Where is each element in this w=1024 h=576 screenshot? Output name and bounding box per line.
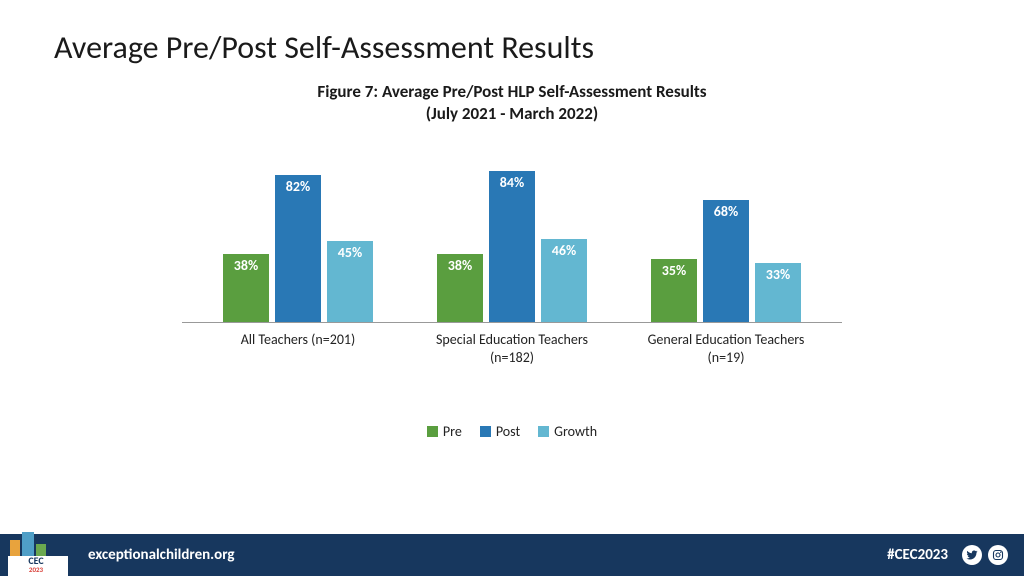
bar-group: 35% 68% 33% (651, 200, 801, 322)
bar-pre: 38% (437, 254, 483, 322)
category-label: All Teachers (n=201) (193, 331, 403, 349)
bar-value-label: 82% (275, 178, 321, 195)
slide: Average Pre/Post Self-Assessment Results… (0, 0, 1024, 576)
bar-value-label: 35% (651, 262, 697, 279)
chart-legend: Pre Post Growth (182, 423, 842, 440)
footer-hashtag: #CEC2023 (887, 546, 948, 564)
legend-swatch (480, 426, 491, 437)
chart-category-labels: All Teachers (n=201)Special Education Te… (182, 331, 842, 375)
footer-url: exceptionalchildren.org (88, 546, 235, 564)
legend-label: Growth (554, 423, 597, 440)
bar-pre: 35% (651, 259, 697, 322)
instagram-icon (988, 545, 1008, 565)
chart-container: Figure 7: Average Pre/Post HLP Self-Asse… (0, 67, 1024, 534)
legend-swatch (538, 426, 549, 437)
legend-item-pre: Pre (427, 423, 462, 440)
footer-bar: CEC 2023 exceptionalchildren.org #CEC202… (0, 534, 1024, 576)
bar-value-label: 38% (437, 257, 483, 274)
bar-value-label: 68% (703, 203, 749, 220)
legend-swatch (427, 426, 438, 437)
legend-item-post: Post (480, 423, 520, 440)
bar-pre: 38% (223, 254, 269, 322)
svg-text:2023: 2023 (29, 565, 44, 574)
chart-plot: 38% 82% 45% 38% 84% 46% 35% 68% 33% (182, 143, 842, 323)
chart-area: 38% 82% 45% 38% 84% 46% 35% 68% 33% All Teachers… (182, 143, 842, 440)
category-label: General Education Teachers(n=19) (621, 331, 831, 366)
bar-growth: 45% (327, 241, 373, 322)
twitter-icon (962, 545, 982, 565)
legend-item-growth: Growth (538, 423, 597, 440)
bar-growth: 46% (541, 239, 587, 322)
legend-label: Post (496, 423, 520, 440)
bar-post: 82% (275, 175, 321, 323)
footer-social-icons (962, 545, 1008, 565)
bar-growth: 33% (755, 263, 801, 322)
category-label: Special Education Teachers(n=182) (407, 331, 617, 366)
bar-group: 38% 84% 46% (437, 171, 587, 322)
bar-value-label: 46% (541, 242, 587, 259)
bar-value-label: 33% (755, 266, 801, 283)
bar-value-label: 84% (489, 174, 535, 191)
cec-logo-badge: CEC 2023 (6, 522, 82, 576)
chart-title: Figure 7: Average Pre/Post HLP Self-Asse… (317, 81, 706, 125)
bar-value-label: 45% (327, 244, 373, 261)
legend-label: Pre (443, 423, 462, 440)
bar-post: 68% (703, 200, 749, 322)
bar-post: 84% (489, 171, 535, 322)
bar-group: 38% 82% 45% (223, 175, 373, 323)
slide-title: Average Pre/Post Self-Assessment Results (0, 0, 1024, 67)
bar-value-label: 38% (223, 257, 269, 274)
